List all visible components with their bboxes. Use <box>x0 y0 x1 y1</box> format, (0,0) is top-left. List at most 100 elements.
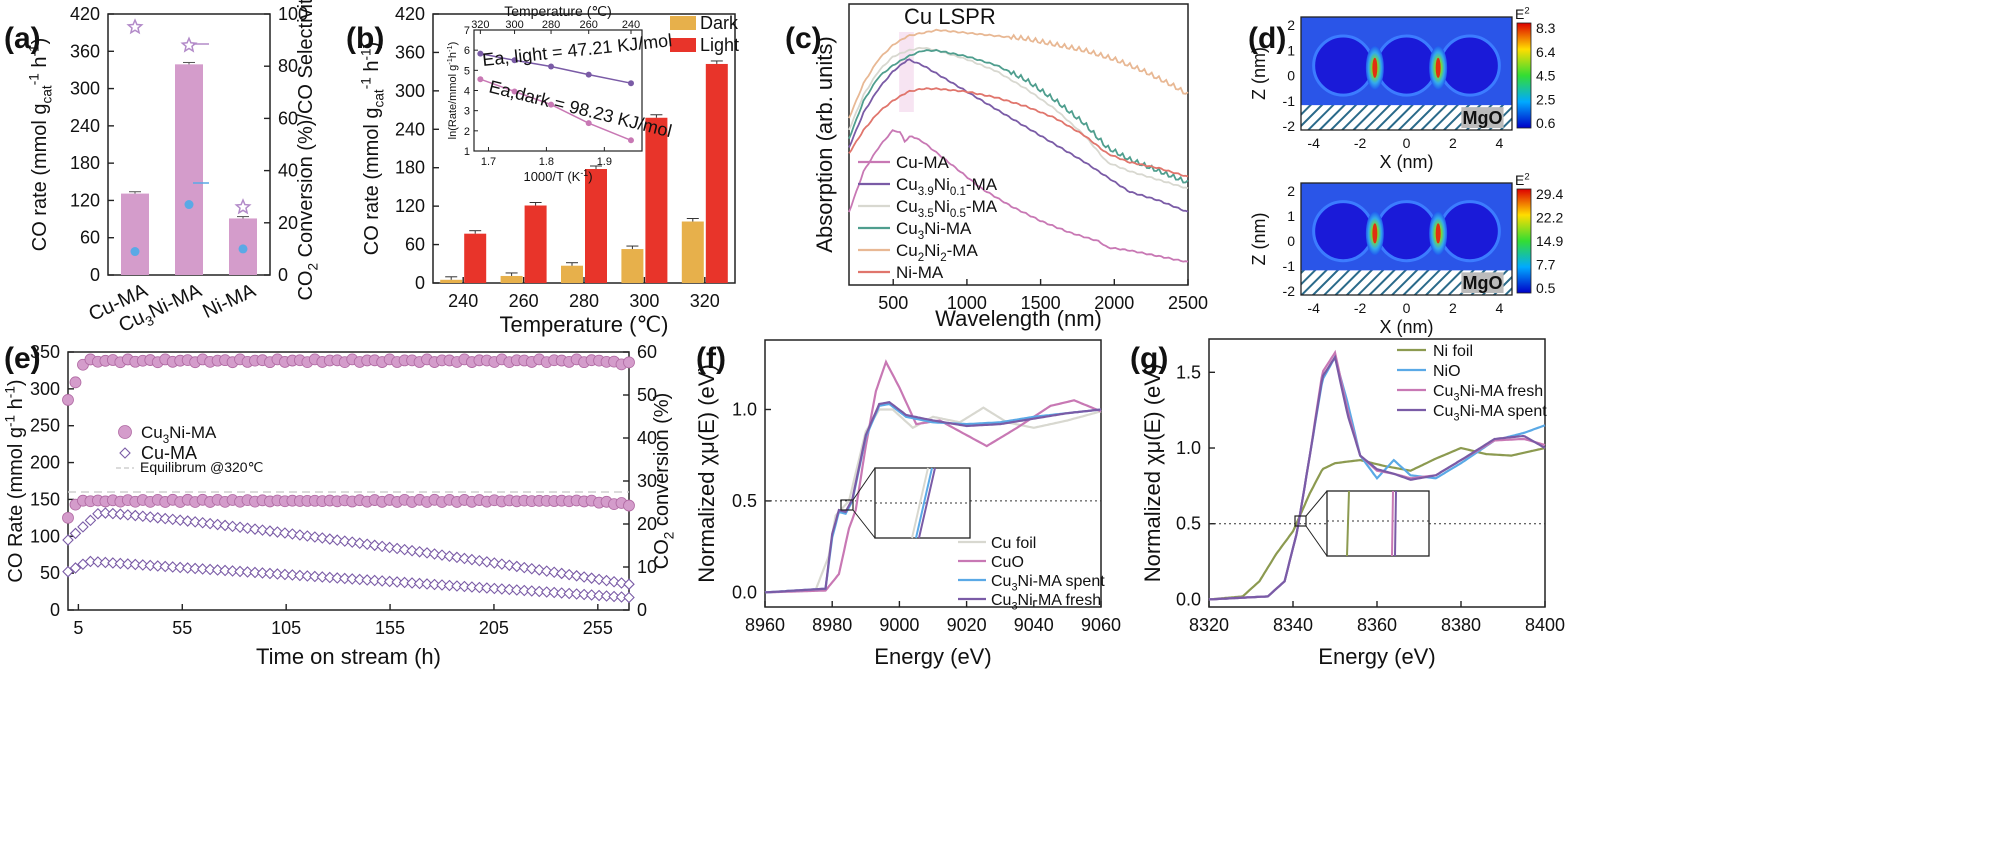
panel-e-cu3ni-rate-point <box>62 394 74 406</box>
panel-e-cuma-rate-point <box>570 570 583 582</box>
panel-f-zoom-curve <box>911 467 929 539</box>
panel-e-y-tick-label: 150 <box>30 489 60 509</box>
panel-b-ylabel-part: -1 <box>358 77 373 89</box>
panel-e-cuma-conversion-point <box>570 588 583 600</box>
panel-c-series-line <box>848 46 1189 190</box>
panel-c-series-line <box>848 49 1189 184</box>
panel-g-zoom-box <box>1326 490 1430 557</box>
panel-b-inset-tick: 1.7 <box>481 156 496 168</box>
panel-e-cuma-conversion-point <box>122 558 134 570</box>
panel-e-cuma-rate-point <box>563 568 575 581</box>
panel-g-legend-label-part: Cu <box>1433 403 1453 420</box>
panel-e-cuma-conversion-point <box>129 558 142 571</box>
panel-f-legend-label-part: Cu foil <box>991 535 1036 552</box>
panel-f-legend-label-part: 3 <box>1011 581 1017 593</box>
panel-b-inset-top-tick: 320 <box>471 19 489 31</box>
panel-d-particle <box>1312 200 1375 263</box>
panel-e-ylabel-part: CO Rate (mmol g <box>5 427 27 583</box>
panel-e-cuma-rate-point <box>137 510 149 523</box>
panel-e-y-tick-label: 350 <box>30 342 60 362</box>
panel-e-cuma-conversion-point <box>137 559 149 571</box>
panel-label-c: (c) <box>785 22 822 55</box>
panel-a-y2-tick-label: 80 <box>278 56 298 76</box>
panel-e-cuma-rate-point <box>219 519 231 532</box>
panel-b-inset-ytick: 7 <box>464 25 470 37</box>
panel-label-f: (f) <box>696 342 726 375</box>
panel-b-category-label: 300 <box>629 291 659 311</box>
panel-f-xlabel: Energy (eV) <box>874 644 991 669</box>
panel-label-b: (b) <box>346 22 384 55</box>
panel-b-bar <box>705 63 728 284</box>
panel-e-cuma-conversion-point <box>294 569 306 582</box>
panel-c-legend-label: Cu3.5​Ni0.5​-MA <box>896 197 998 220</box>
panel-g-zoom-connector <box>1305 525 1328 557</box>
panel-e-y2label-part: conversion (%) <box>651 393 673 532</box>
panel-g-legend-label: Cu3​Ni-MA fresh <box>1433 383 1543 403</box>
panel-a-ylabel-part: -1 <box>26 44 41 56</box>
panel-a-ylabel: CO rate (mmol gcat​-1​ h-1​) <box>26 38 54 252</box>
panel-e-cuma-rate-point <box>443 550 456 562</box>
panel-e-cuma-conversion-point <box>481 582 493 594</box>
panel-b-inset-axes <box>473 29 643 152</box>
panel-g-legend-label-part: Ni-MA spent <box>1460 403 1548 420</box>
panel-e-cuma-rate-point <box>151 512 164 524</box>
panel-e-cuma-rate-point <box>548 566 560 579</box>
panel-e-y2-tick-label: 40 <box>637 428 657 448</box>
panel-d-xtick: 2 <box>1449 300 1457 316</box>
panel-b-inset-light-point <box>548 63 555 70</box>
panel-e-cuma-conversion-point <box>181 562 194 574</box>
panel-g-zoom-curve <box>1394 490 1397 557</box>
panel-e-cuma-conversion-point <box>540 586 553 598</box>
panel-d-ylabel: Z (nm) <box>1249 213 1269 266</box>
panel-e-equilibrium-label: Equilibrum @320℃ <box>140 459 263 475</box>
panel-c-legend-label-part: Cu <box>896 241 918 260</box>
panel-e-cuma-conversion-point <box>301 570 314 582</box>
panel-a-y2label-part: Conversion (%)/CO Selectivity <box>295 0 317 263</box>
panel-d-ytick: -1 <box>1283 258 1296 274</box>
panel-c-legend-label-part: -MA <box>966 197 998 216</box>
panel-d-colorbar-tick: 0.6 <box>1536 115 1556 131</box>
panel-d-xtick: -4 <box>1307 135 1320 151</box>
panel-e-xlabel: Time on stream (h) <box>256 644 441 669</box>
panel-b-inset-top-tick: 260 <box>580 19 598 31</box>
panel-e-cuma-rate-point <box>376 540 388 553</box>
panel-e-cuma-conversion-point <box>533 585 546 598</box>
panel-c-legend-label-part: Ni <box>934 197 950 216</box>
panel-e-cuma-rate-point <box>421 547 433 559</box>
panel-g-zoom-connector <box>1305 490 1328 517</box>
panel-f-x-tick-label: 8960 <box>745 615 785 635</box>
panel-d-particle <box>1375 34 1438 97</box>
panel-f-legend-label-part: Ni-MA fresh <box>1018 592 1102 609</box>
panel-d-colorbar-tick: 14.9 <box>1536 233 1563 249</box>
panel-e-cuma-rate-point <box>204 517 216 530</box>
panel-c-series-line <box>848 28 1189 119</box>
panel-e-cuma-rate-point <box>623 578 635 590</box>
panel-e-cuma-rate-point <box>436 549 448 561</box>
panel-g-x-tick-label: 8320 <box>1189 615 1229 635</box>
panel-d-xtick: -2 <box>1354 135 1367 151</box>
panel-d-ylabel: Z (nm) <box>1249 47 1269 100</box>
panel-d-ytick: 0 <box>1287 68 1295 84</box>
panel-label-a: (a) <box>4 22 41 55</box>
panel-f-x-tick-label: 9000 <box>879 615 919 635</box>
panel-e-cuma-rate-point <box>294 529 306 541</box>
panel-f-cufoil-line <box>764 406 1102 594</box>
panel-b-ylabel-part: ) <box>361 42 383 49</box>
panel-d-substrate-label: MgO <box>1462 273 1502 293</box>
panel-e-cuma-rate-point <box>226 520 239 533</box>
panel-e-cuma-conversion-point <box>226 565 239 577</box>
panel-a-y-tick-label: 360 <box>70 41 100 61</box>
panel-a-y-tick-label: 300 <box>70 79 100 99</box>
panel-e-cuma-conversion-point <box>578 588 590 601</box>
panel-d-colorbar-tick: 8.3 <box>1536 20 1556 36</box>
panel-d-axes <box>1300 16 1513 131</box>
panel-b-inset-light-point <box>627 80 634 87</box>
panel-e-cuma-conversion-point <box>279 568 291 581</box>
panel-e-cuma-conversion-point <box>615 591 628 603</box>
panel-e-cuma-conversion-point <box>623 591 635 604</box>
panel-e-cuma-rate-point <box>346 536 359 548</box>
panel-a-conversion-dot <box>184 200 194 210</box>
panel-c-ylabel: Absorption (arb. units) <box>812 36 837 252</box>
panel-b-ylabel-part: -1 <box>358 48 373 60</box>
panel-a-ylabel-part: cat <box>40 85 55 103</box>
